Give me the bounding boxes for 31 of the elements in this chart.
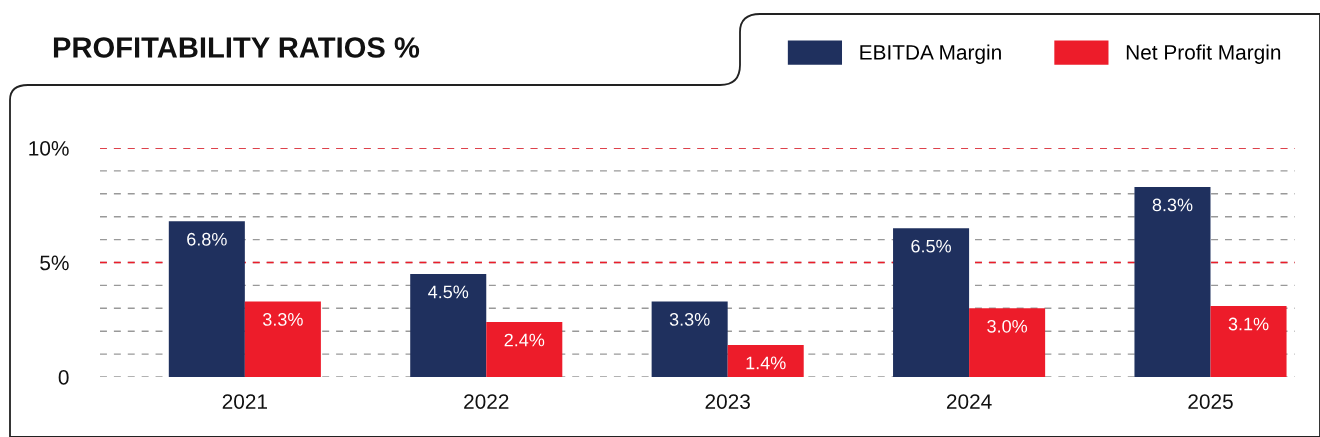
x-tick-label: 2021 bbox=[222, 394, 268, 409]
y-tick-label: 5% bbox=[40, 255, 69, 271]
y-tick-label: 0 bbox=[58, 370, 69, 385]
data-label: 2.4% bbox=[504, 333, 545, 347]
x-tick-label: 2022 bbox=[464, 394, 509, 409]
y-tick-label: 10% bbox=[29, 141, 69, 156]
bar bbox=[893, 228, 970, 377]
bar bbox=[727, 344, 804, 377]
data-label: 6.8% bbox=[187, 232, 227, 246]
x-tick-label: 2023 bbox=[705, 394, 750, 409]
x-tick-label: 2025 bbox=[1188, 394, 1233, 409]
bar bbox=[1210, 306, 1287, 377]
bar bbox=[1134, 186, 1211, 377]
data-label: 3.0% bbox=[987, 319, 1028, 333]
data-label: 4.5% bbox=[428, 285, 469, 299]
data-label: 1.4% bbox=[746, 356, 786, 370]
bar bbox=[168, 221, 245, 377]
bar bbox=[244, 301, 321, 377]
data-label: 3.3% bbox=[262, 313, 303, 326]
data-label: 6.5% bbox=[911, 239, 951, 253]
bar bbox=[969, 308, 1046, 377]
bar bbox=[486, 322, 563, 377]
x-tick-label: 2024 bbox=[946, 394, 992, 409]
data-label: 3.3% bbox=[669, 313, 710, 326]
data-label: 3.1% bbox=[1228, 317, 1269, 331]
data-label: 8.3% bbox=[1152, 198, 1193, 212]
legend-label: Net Profit Margin bbox=[1126, 44, 1281, 64]
chart-title: PROFITABILITY RATIOS % bbox=[53, 37, 420, 58]
bar bbox=[651, 301, 728, 377]
bar bbox=[410, 273, 487, 377]
legend-label: EBITDA Margin bbox=[860, 44, 1001, 64]
